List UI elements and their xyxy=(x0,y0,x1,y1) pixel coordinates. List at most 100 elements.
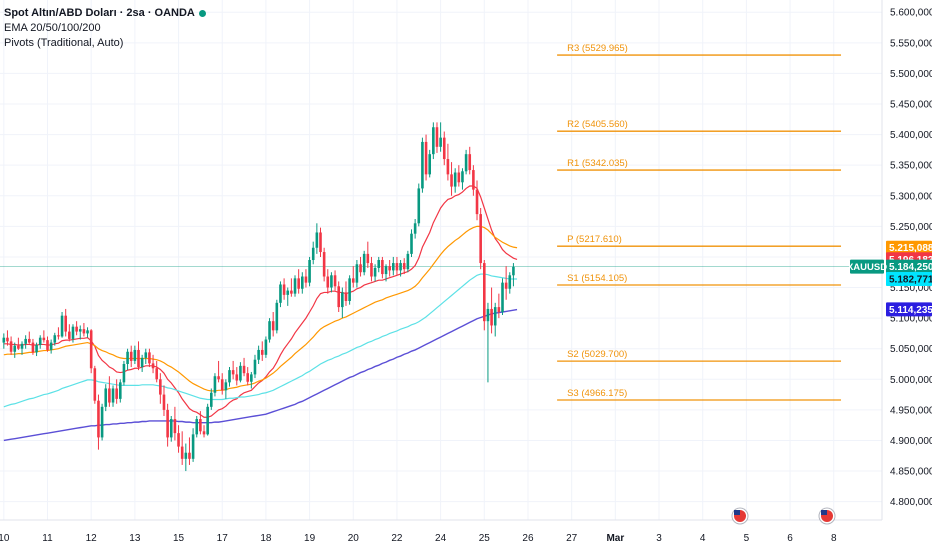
candle-body xyxy=(60,315,64,337)
candle-body xyxy=(271,321,275,331)
candle-body xyxy=(279,284,282,303)
candle-body xyxy=(319,232,322,253)
candle-body xyxy=(119,382,122,399)
candle-body xyxy=(490,308,493,326)
candle-body xyxy=(202,431,206,435)
candle-body xyxy=(89,330,93,369)
y-tick-label: 5.450,000 xyxy=(890,100,932,111)
x-tick-label: 6 xyxy=(787,533,793,544)
candle-body xyxy=(304,276,308,283)
candle-body xyxy=(97,400,100,438)
candle-body xyxy=(341,292,344,308)
candle-body xyxy=(388,266,391,271)
pivot-label: S1 (5154.105) xyxy=(567,273,627,284)
y-tick-label: 4.850,000 xyxy=(890,467,932,478)
symbol-badge: XAUUSD xyxy=(847,262,887,273)
chart-legend: Spot Altın/ABD Doları · 2sa · OANDA EMA … xyxy=(4,6,206,51)
candle-body xyxy=(100,406,104,438)
candle-body xyxy=(308,260,311,283)
legend-title-row: Spot Altın/ABD Doları · 2sa · OANDA xyxy=(4,6,206,21)
candle-body xyxy=(184,452,188,459)
x-tick-label: 18 xyxy=(260,533,272,544)
candle-body xyxy=(344,292,348,301)
candle-body xyxy=(206,406,209,435)
candle-body xyxy=(228,370,231,383)
candle-body xyxy=(453,172,457,187)
y-tick-label: 5.000,000 xyxy=(890,375,932,386)
x-tick-label: 26 xyxy=(522,533,534,544)
candle-body xyxy=(126,351,129,364)
candle-body xyxy=(381,260,384,275)
candle-body xyxy=(191,434,195,459)
candle-body xyxy=(508,275,512,289)
symbol-badge-bg xyxy=(850,259,884,274)
candle-body xyxy=(140,357,144,368)
symbol-title[interactable]: Spot Altın/ABD Doları · 2sa · OANDA xyxy=(4,7,195,19)
candle-body xyxy=(242,365,246,374)
candle-body xyxy=(217,376,220,380)
candle-body xyxy=(301,276,304,289)
candle-body xyxy=(151,363,155,369)
candle-body xyxy=(417,188,421,224)
candle-body xyxy=(24,338,27,344)
candle-body xyxy=(424,141,428,175)
y-tick-label: 5.300,000 xyxy=(890,191,932,202)
candle-body xyxy=(377,260,381,268)
candle-body xyxy=(504,282,508,289)
candle-body xyxy=(290,290,293,294)
candle-body xyxy=(188,452,191,459)
candle-body xyxy=(246,373,249,382)
candle-body xyxy=(122,364,126,383)
candle-body xyxy=(57,335,60,337)
price-label-bg xyxy=(886,271,932,286)
candle-body xyxy=(180,446,184,459)
candle-body xyxy=(28,338,31,343)
candle-body xyxy=(68,331,71,339)
legend-pivots[interactable]: Pivots (Traditional, Auto) xyxy=(4,37,124,49)
candle-body xyxy=(239,365,242,381)
pivot-label: S2 (5029.700) xyxy=(567,349,627,360)
candle-body xyxy=(348,278,351,301)
candle-body xyxy=(486,308,490,322)
candle-body xyxy=(220,379,224,391)
candle-body xyxy=(213,376,217,393)
candle-body xyxy=(260,349,264,355)
price-label: 5.114,235 xyxy=(889,305,932,316)
candle-body xyxy=(497,307,501,312)
y-tick-label: 4.900,000 xyxy=(890,436,932,447)
candle-body xyxy=(373,267,377,277)
candle-body xyxy=(53,335,57,343)
candle-body xyxy=(155,368,158,380)
candle-body xyxy=(457,172,461,183)
pivot-label: R3 (5529.965) xyxy=(567,43,628,54)
candle-body xyxy=(49,342,53,350)
candle-body xyxy=(410,233,413,254)
candle-body xyxy=(337,286,340,308)
candle-body xyxy=(282,284,286,295)
price-label: 5.184,250 xyxy=(889,262,932,273)
candle-body xyxy=(78,329,82,332)
candle-body xyxy=(38,337,42,346)
candle-body xyxy=(428,154,431,175)
candle-body xyxy=(461,171,464,183)
candle-body xyxy=(351,278,355,283)
candle-body xyxy=(475,189,479,215)
candle-body xyxy=(137,349,140,368)
x-tick-label: 17 xyxy=(217,533,229,544)
legend-ema[interactable]: EMA 20/50/100/200 xyxy=(4,22,101,34)
y-tick-label: 5.550,000 xyxy=(890,38,932,49)
candle-body xyxy=(177,433,180,447)
candle-body xyxy=(479,214,482,264)
candle-body xyxy=(64,315,67,332)
candle-body xyxy=(333,275,337,287)
candle-body xyxy=(399,263,402,271)
candle-body xyxy=(253,359,257,375)
candle-body xyxy=(326,276,330,288)
x-tick-label: 13 xyxy=(129,533,141,544)
candle-body xyxy=(31,342,35,353)
candle-body xyxy=(86,330,89,334)
candle-body xyxy=(450,174,453,187)
x-tick-label: 8 xyxy=(831,533,837,544)
